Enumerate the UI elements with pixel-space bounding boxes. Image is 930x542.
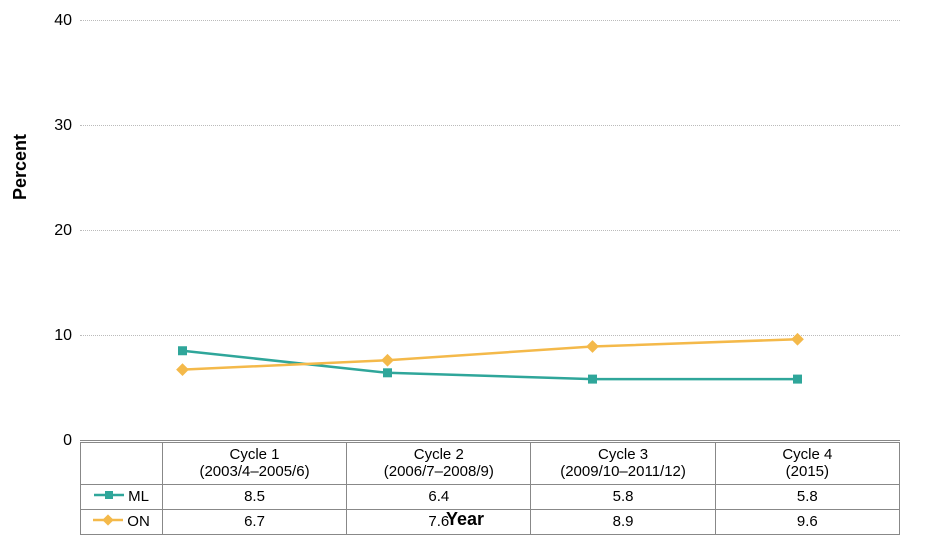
cycle-label: Cycle 1 (230, 446, 280, 463)
legend-ml: ML (81, 484, 163, 509)
series-line-on (183, 339, 798, 369)
legend-swatch-ml (94, 488, 124, 506)
x-axis-label: Year (0, 509, 930, 530)
cycle-label: Cycle 4 (782, 446, 832, 463)
chart-container: Percent 40 30 20 10 0 Cycle 1 (2003/4–20… (0, 0, 930, 542)
table-header-cycle2: Cycle 2 (2006/7–2008/9) (347, 443, 531, 485)
series-marker-ml (588, 375, 597, 384)
legend-label-ml: ML (128, 488, 149, 505)
series-marker-ml (383, 368, 392, 377)
y-tick-label: 20 (54, 222, 72, 240)
plot-area: 40 30 20 10 0 (80, 20, 900, 440)
table-cell: 5.8 (531, 484, 715, 509)
cycle-label: Cycle 2 (414, 446, 464, 463)
table-cell: 5.8 (715, 484, 899, 509)
series-marker-on (176, 363, 189, 376)
cycle-range: (2003/4–2005/6) (199, 463, 309, 480)
table-cell: 8.5 (162, 484, 346, 509)
cycle-label: Cycle 3 (598, 446, 648, 463)
series-marker-on (586, 340, 599, 353)
square-icon (94, 488, 124, 502)
table-header-empty (81, 443, 163, 485)
cycle-range: (2015) (786, 463, 829, 480)
series-marker-on (791, 333, 804, 346)
table-header-cycle3: Cycle 3 (2009/10–2011/12) (531, 443, 715, 485)
series-marker-ml (178, 346, 187, 355)
plot-svg (80, 20, 900, 440)
y-tick-label: 0 (63, 432, 72, 450)
y-tick-label: 10 (54, 327, 72, 345)
table-cell: 6.4 (347, 484, 531, 509)
table-header-cycle4: Cycle 4 (2015) (715, 443, 899, 485)
series-marker-on (381, 354, 394, 367)
series-marker-ml (793, 375, 802, 384)
y-tick-label: 40 (54, 12, 72, 30)
cycle-range: (2006/7–2008/9) (384, 463, 494, 480)
y-axis-label: Percent (10, 134, 31, 200)
cycle-range: (2009/10–2011/12) (560, 463, 686, 480)
table-row: Cycle 1 (2003/4–2005/6) Cycle 2 (2006/7–… (81, 443, 900, 485)
table-row: ML 8.5 6.4 5.8 5.8 (81, 484, 900, 509)
y-tick-label: 30 (54, 117, 72, 135)
table-header-cycle1: Cycle 1 (2003/4–2005/6) (162, 443, 346, 485)
